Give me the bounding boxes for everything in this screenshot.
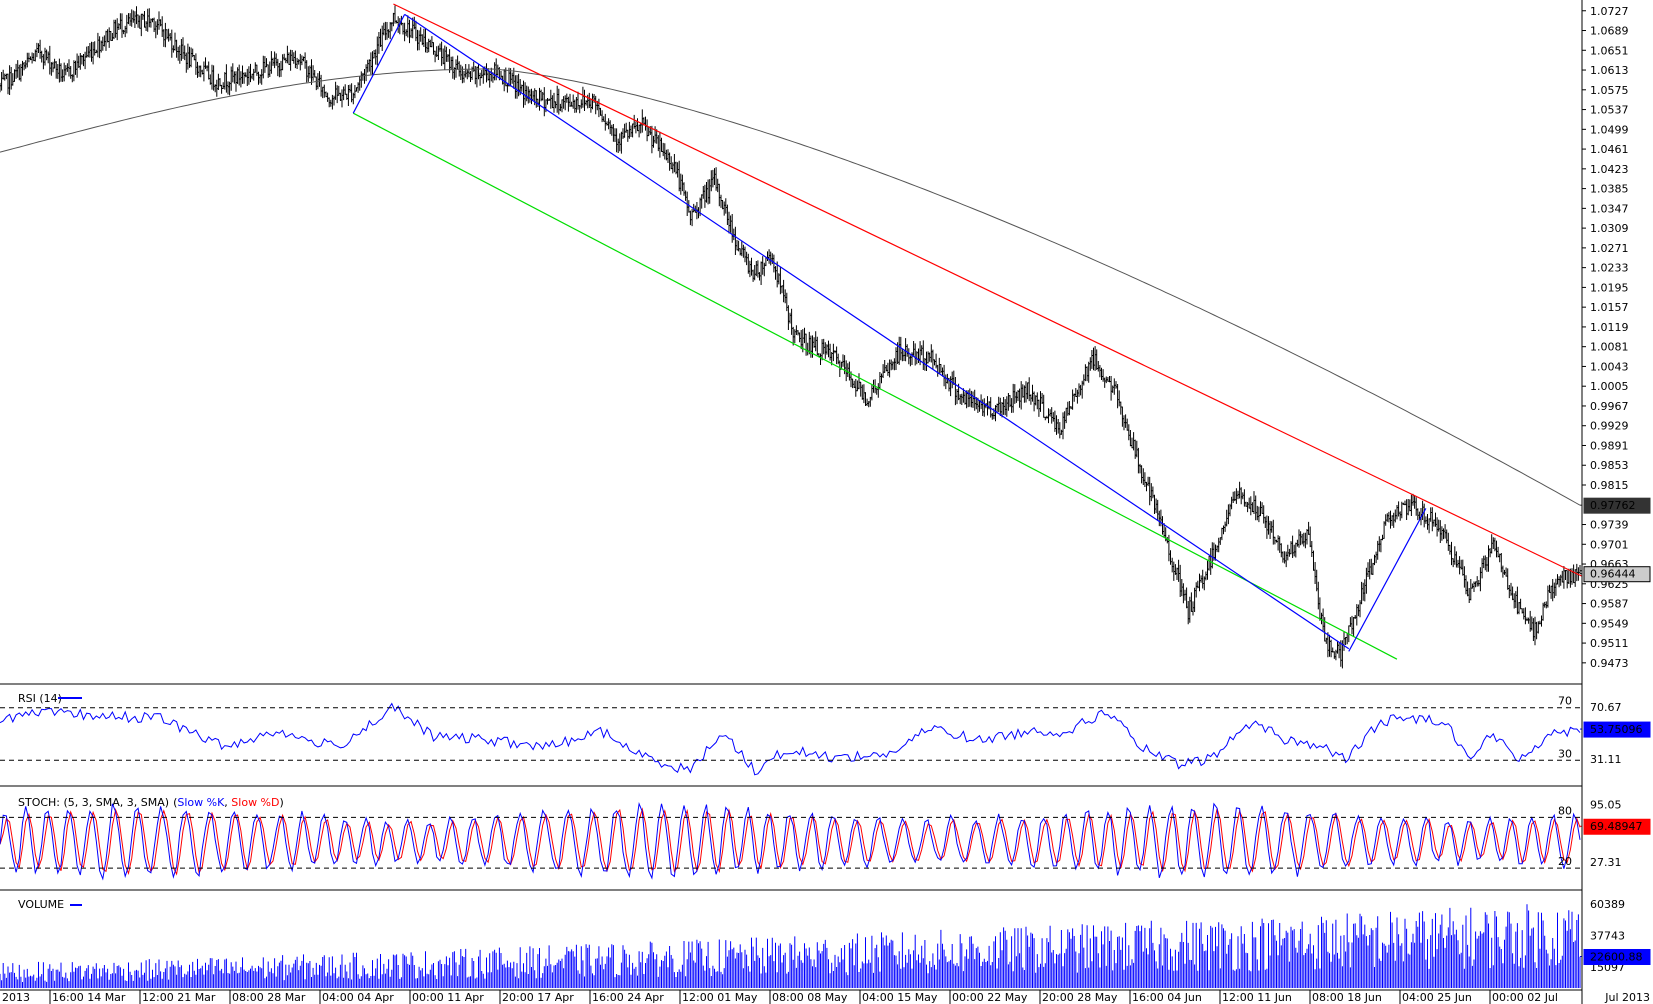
price-tick-label: 1.0005 [1590,380,1629,393]
svg-text:0.97762: 0.97762 [1590,499,1636,512]
x-tick-label: Jul 2013 [1604,991,1650,1004]
price-tick-label: 1.0499 [1590,123,1629,136]
svg-text:69.48947: 69.48947 [1590,820,1643,833]
svg-text:22600.88: 22600.88 [1590,950,1643,963]
rsi-tick-label: 70.67 [1590,701,1622,714]
stoch-name: STOCH: (5, 3, SMA, 3, SMA) [18,796,169,809]
price-tick-label: 1.0385 [1590,183,1629,196]
stoch-level-label: 20 [1558,855,1572,868]
trendline-mid-channel[interactable] [404,13,1350,650]
price-pane [0,3,1582,669]
price-tick-label: 1.0043 [1590,360,1629,373]
trendline-rise-apr[interactable] [352,14,406,114]
volume-pane: VOLUME [0,898,1581,988]
price-tick-label: 1.0575 [1590,84,1629,97]
price-tick-label: 1.0347 [1590,202,1629,215]
price-tick-label: 1.0689 [1590,25,1629,38]
x-tick-label: 08:00 08 May [772,991,848,1004]
current-price-box: 0.96444 [1580,566,1651,583]
x-tick-label: 20:00 28 May [1042,991,1118,1004]
trendline-upper-resistance[interactable] [393,3,1582,577]
price-tick-label: 0.9929 [1590,420,1629,433]
price-tick-label: 0.9739 [1590,519,1629,532]
volume-value-box: 22600.88 [1580,948,1651,965]
price-tick-label: 1.0157 [1590,301,1629,314]
volume-tick-label: 37743 [1590,929,1625,942]
price-tick-label: 1.0537 [1590,104,1629,117]
price-tick-label: 1.0081 [1590,341,1629,354]
x-tick-label: 04:00 04 Apr [322,991,394,1004]
x-tick-label: 16:00 14 Mar [52,991,126,1004]
price-tick-label: 0.9815 [1590,479,1629,492]
stoch-k-line [0,801,1581,881]
price-tick-label: 1.0119 [1590,321,1629,334]
rsi-level-label: 30 [1558,747,1572,760]
rsi-title: RSI (14) [18,692,62,705]
price-tick-label: 0.9967 [1590,400,1629,413]
price-tick-label: 1.0461 [1590,143,1629,156]
x-tick-label: 00:00 22 May [952,991,1028,1004]
trendline-lower-support[interactable] [352,112,1398,660]
price-tick-label: 1.0271 [1590,242,1629,255]
price-tick-label: 1.0727 [1590,5,1629,18]
price-tick-label: 1.0233 [1590,262,1629,275]
x-tick-label: 04:00 15 May [862,991,938,1004]
price-tick-label: 0.9511 [1590,637,1629,650]
rsi-line [0,702,1581,776]
rsi-level-label: 70 [1558,695,1572,708]
x-tick-label: 12:00 21 Mar [142,991,216,1004]
price-tick-label: 0.9853 [1590,459,1629,472]
x-tick-label: 00:00 02 Jul [1492,991,1558,1004]
stoch-k-legend: Slow %K [177,796,225,809]
volume-title: VOLUME [18,898,64,911]
rsi-value-box: 53.75096 [1580,721,1651,738]
x-tick-label: 16:00 24 Apr [592,991,664,1004]
volume-tick-label: 60389 [1590,898,1625,911]
svg-text:0.96444: 0.96444 [1590,568,1636,581]
x-tick-label: 04:00 25 Jun [1402,991,1472,1004]
price-tick-label: 0.9891 [1590,439,1629,452]
x-tick-label: 08:00 18 Jun [1312,991,1382,1004]
stoch-pane: STOCH: (5, 3, SMA, 3, SMA) (Slow %K, Slow… [0,796,1581,881]
x-tick-label: 16:00 04 Jun [1132,991,1202,1004]
stoch-tick-label: 27.31 [1590,856,1622,869]
price-tick-label: 1.0309 [1590,222,1629,235]
price-tick-label: 0.9587 [1590,598,1629,611]
x-tick-label: 2013 [2,991,30,1004]
trendline-rise-jun[interactable] [1348,508,1427,652]
moving-average-line [0,68,1581,506]
svg-text:53.75096: 53.75096 [1590,723,1643,736]
stoch-level-label: 80 [1558,804,1572,817]
price-tick-label: 0.9549 [1590,617,1629,630]
volume-bars [0,904,1581,988]
price-tick-label: 1.0195 [1590,281,1629,294]
stoch-d-line [0,807,1581,876]
price-bars [0,5,1582,669]
stoch-value-box: 69.48947 [1580,818,1651,835]
stoch-title: STOCH: (5, 3, SMA, 3, SMA) (Slow %K, Slow… [18,796,284,809]
x-tick-label: 00:00 11 Apr [412,991,484,1004]
price-tick-label: 0.9701 [1590,538,1629,551]
rsi-tick-label: 31.11 [1590,753,1622,766]
ma-value-box: 0.97762 [1580,497,1651,514]
stoch-tick-label: 95.05 [1590,799,1622,812]
price-tick-label: 1.0651 [1590,44,1629,57]
price-tick-label: 1.0613 [1590,64,1629,77]
x-tick-label: 20:00 17 Apr [502,991,574,1004]
rsi-pane: RSI (14) 70 30 [0,692,1581,776]
x-tick-label: 12:00 11 Jun [1222,991,1292,1004]
price-tick-label: 1.0423 [1590,163,1629,176]
x-tick-label: 12:00 01 May [682,991,758,1004]
stoch-d-legend: Slow %D [231,796,279,809]
x-tick-label: 08:00 28 Mar [232,991,306,1004]
price-tick-label: 0.9473 [1590,657,1629,670]
